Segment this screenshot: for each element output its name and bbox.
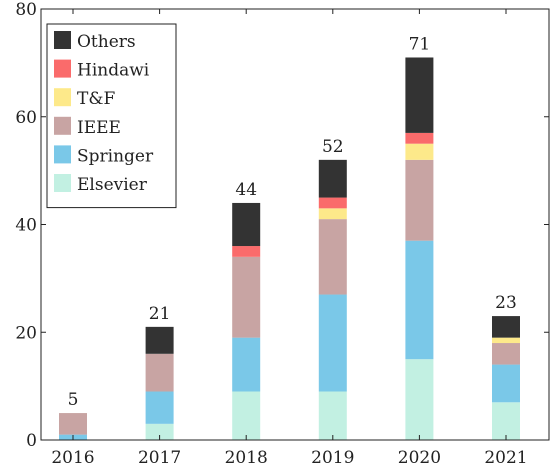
total-labels: 5 21 44 52 71 23 [68, 34, 517, 410]
total-label-2018: 44 [235, 180, 257, 200]
y-tick-label-0: 0 [26, 431, 37, 451]
bar-segment-elsevier-2021 [492, 402, 520, 440]
total-label-2016: 5 [68, 390, 79, 410]
bar-segment-tf-2021 [492, 337, 520, 344]
legend-swatch-others [54, 31, 71, 49]
x-tick-label-2020: 2020 [398, 448, 441, 468]
x-tick-label-2021: 2021 [484, 448, 527, 468]
total-label-2017: 21 [149, 304, 171, 324]
bar-segment-ieee-2021 [492, 343, 520, 365]
bar-segment-springer-2020 [405, 240, 434, 360]
bar-segment-elsevier-2020 [405, 359, 434, 440]
bars-layer [59, 57, 520, 440]
axes: 0 20 40 60 80 2016 2017 2018 2019 2020 2021 [15, 0, 550, 468]
legend-label-ieee: IEEE [77, 118, 121, 138]
x-tick-label-2016: 2016 [51, 448, 94, 468]
bar-segment-springer-2019 [318, 294, 347, 392]
legend-label-tf: T&F [77, 89, 115, 109]
legend-swatch-ieee [54, 116, 71, 135]
y-tick-label-20: 20 [15, 323, 37, 343]
y-tick-label-80: 80 [15, 0, 37, 20]
bar-segment-springer-2021 [492, 364, 520, 403]
legend-swatch-springer [54, 145, 71, 164]
bar-segment-others-2018 [232, 202, 261, 247]
legend-swatch-tf [54, 88, 71, 107]
legend: Others Hindawi T&F IEEE Springer Elsevier [46, 23, 177, 209]
y-tick-label-60: 60 [15, 108, 37, 128]
bar-segment-ieee-2017 [145, 353, 174, 392]
bar-segment-tf-2020 [405, 143, 434, 160]
legend-label-others: Others [77, 32, 136, 52]
bar-segment-elsevier-2018 [232, 391, 261, 440]
bar-segment-others-2017 [145, 326, 174, 354]
x-tick-label-2018: 2018 [225, 448, 268, 468]
legend-label-springer: Springer [77, 146, 154, 166]
total-label-2020: 71 [409, 34, 431, 54]
total-label-2021: 23 [495, 293, 517, 313]
bar-segment-elsevier-2019 [318, 391, 347, 440]
bar-segment-hindawi-2018 [232, 246, 261, 257]
bar-segment-hindawi-2019 [318, 197, 347, 209]
total-label-2019: 52 [322, 137, 344, 157]
legend-swatch-elsevier [54, 174, 71, 192]
y-tick-label-40: 40 [15, 216, 37, 236]
bar-segment-ieee-2020 [405, 159, 434, 241]
bar-segment-elsevier-2017 [145, 423, 174, 440]
bar-segment-others-2021 [492, 316, 520, 338]
bar-segment-ieee-2018 [232, 256, 261, 338]
bar-segment-others-2019 [318, 159, 347, 198]
legend-swatch-hindawi [54, 59, 71, 78]
x-tick-label-2019: 2019 [311, 448, 354, 468]
bar-segment-ieee-2019 [318, 219, 347, 295]
bar-segment-others-2020 [405, 57, 434, 133]
bar-segment-hindawi-2020 [405, 132, 434, 144]
bar-segment-springer-2017 [145, 391, 174, 424]
bar-segment-ieee-2016 [59, 413, 87, 435]
bar-segment-springer-2018 [232, 337, 261, 392]
bar-segment-tf-2019 [318, 208, 347, 220]
legend-label-hindawi: Hindawi [77, 61, 150, 81]
x-tick-label-2017: 2017 [138, 448, 181, 468]
legend-label-elsevier: Elsevier [77, 175, 148, 195]
